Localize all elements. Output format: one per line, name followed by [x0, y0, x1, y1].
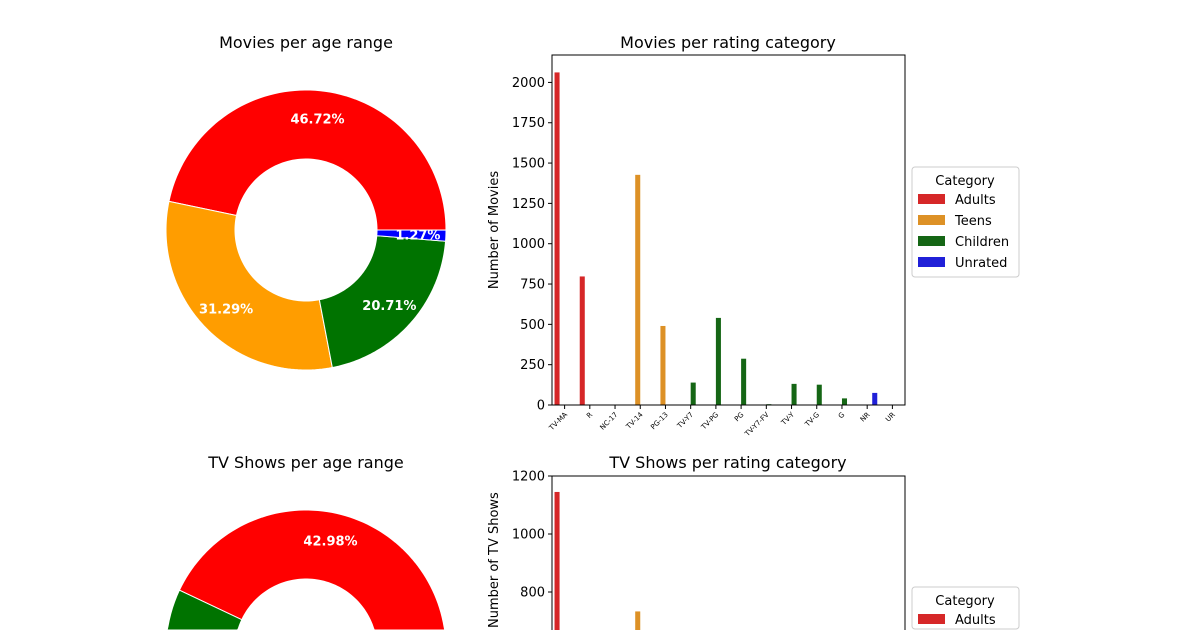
legend-title: Category [935, 594, 995, 609]
legend-label-adults: Adults [955, 193, 996, 208]
bar-tv-14 [635, 174, 641, 405]
bar-pg [741, 358, 747, 405]
y-tick-label: 1000 [512, 528, 545, 543]
y-tick-label: 1750 [512, 116, 545, 131]
x-tick-label: NC-17 [599, 411, 620, 432]
x-tick-label: TV-PG [699, 411, 720, 432]
tv-bar-chart: 800 1000 1200 Number of TV Shows Category Adu… [487, 470, 1020, 630]
movies-bar-chart: TV-MA R NC-17 TV-14 PG-13 TV-Y7 TV-PG PGTV-Y7-F… [487, 54, 1020, 439]
y-tick-label: 750 [520, 278, 545, 293]
legend-swatch-teens [918, 215, 945, 225]
pie-label: 31.29% [199, 303, 253, 318]
axes-frame [551, 54, 906, 406]
legend-swatch-children [918, 236, 945, 246]
legend-title: Category [935, 174, 995, 189]
x-tick-label: TV-Y7-FV [743, 411, 771, 439]
tv-pie: 42.98% [166, 509, 446, 630]
y-tick-label: 0 [537, 399, 545, 414]
y-tick-label: 250 [520, 358, 545, 373]
bar-nr [872, 392, 878, 405]
legend-swatch-adults [918, 614, 945, 624]
x-tick-label: NR [859, 411, 872, 424]
legend-label-adults: Adults [955, 613, 996, 628]
x-tick-label: UR [884, 411, 897, 424]
bar-r [579, 276, 585, 405]
y-axis-label: Number of TV Shows [487, 492, 502, 628]
pie-label: 42.98% [303, 535, 357, 550]
legend-label-teens: Teens [954, 214, 992, 229]
y-tick-label: 800 [520, 586, 545, 601]
x-tick-label: G [837, 411, 847, 421]
bar-tv-g [816, 384, 822, 405]
y-tick-label: 1200 [512, 470, 545, 485]
bar-tv-ma [554, 72, 560, 405]
pie-label: 1.27% [395, 229, 440, 244]
x-tick-label: TV-Y [779, 410, 796, 427]
bar-tv-y [791, 383, 797, 405]
x-tick-label: PG [733, 411, 745, 423]
movies-pie: 46.72% 31.29% 20.71% 1.27% [165, 89, 447, 371]
tv-bar-title: TV Shows per rating category [608, 453, 846, 472]
y-axis-label: Number of Movies [487, 171, 502, 289]
pie-slice-unrated [376, 229, 447, 242]
legend-swatch-adults [918, 194, 945, 204]
bar-g [841, 398, 848, 405]
pie-slice-children [166, 589, 446, 630]
pie-slice-adults [168, 89, 447, 231]
movies-pie-title: Movies per age range [219, 33, 393, 52]
pie-label: 20.71% [362, 299, 416, 314]
bar-pg-13 [660, 325, 666, 405]
x-tick-label: TV-G [803, 411, 821, 429]
movies-bar-title: Movies per rating category [620, 33, 836, 52]
pie-label: 46.72% [290, 113, 344, 128]
tv-pie-title: TV Shows per age range [207, 453, 403, 472]
x-tick-label: TV-MA [547, 411, 569, 433]
legend-label-children: Children [955, 235, 1009, 250]
bar-tv-14 [635, 611, 641, 630]
y-tick-label: 1000 [512, 237, 545, 252]
bar-tv-y7 [690, 382, 696, 405]
legend-label-unrated: Unrated [955, 256, 1007, 271]
x-tick-label: PG-13 [649, 411, 670, 432]
y-tick-label: 2000 [512, 76, 545, 91]
pie-slice-teens [165, 200, 333, 371]
legend-swatch-unrated [918, 257, 945, 267]
x-tick-label: TV-Y7 [675, 411, 695, 431]
y-tick-label: 1250 [512, 197, 545, 212]
x-tick-label: R [585, 411, 594, 420]
bar-tv-ma [554, 491, 560, 630]
x-tick-label: TV-14 [624, 410, 645, 431]
y-tick-label: 1500 [512, 157, 545, 172]
axes-frame [551, 475, 906, 630]
bar-tv-pg [715, 317, 721, 405]
y-tick-label: 500 [520, 318, 545, 333]
